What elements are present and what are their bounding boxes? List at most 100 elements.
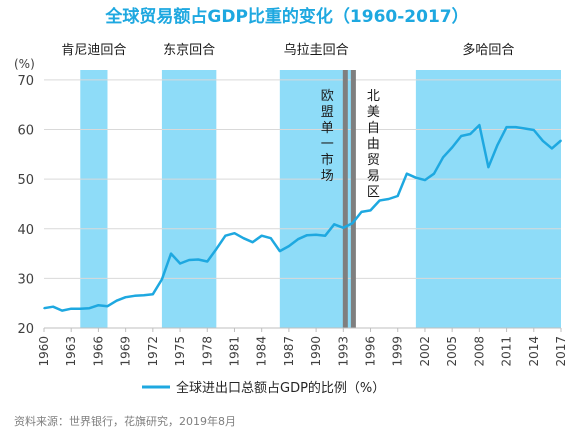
y-tick-label-3: 50 — [17, 173, 34, 188]
data-point-2003 — [433, 172, 435, 175]
data-point-2005 — [451, 146, 453, 149]
data-point-1979 — [215, 248, 218, 250]
data-point-1961 — [52, 305, 54, 308]
data-point-1962 — [61, 309, 63, 312]
data-point-1991 — [324, 234, 326, 237]
x-tick-label-3: 1969 — [119, 336, 133, 367]
data-point-2017 — [560, 139, 562, 142]
x-tick-label-19: 2017 — [554, 336, 568, 367]
data-point-1995 — [360, 211, 363, 213]
vertical-markers: 欧盟单一市场 北美自由贸易区 — [321, 70, 380, 328]
y-tick-label-1: 30 — [17, 272, 34, 287]
data-point-1983 — [251, 241, 254, 243]
data-point-1975 — [179, 262, 181, 265]
y-tick-label-2: 40 — [17, 223, 34, 238]
series-layer — [43, 123, 562, 312]
data-point-2015 — [542, 140, 544, 142]
data-point-1999 — [396, 195, 399, 197]
x-tick-label-0: 1960 — [37, 336, 51, 367]
x-tick-label-4: 1972 — [146, 336, 160, 367]
data-point-1969 — [124, 296, 127, 299]
data-point-2008 — [478, 124, 481, 126]
shaded-period-label-2: 乌拉圭回合 — [284, 42, 349, 58]
x-tick-label-13: 1999 — [391, 336, 405, 367]
data-point-1997 — [378, 199, 381, 202]
shaded-period-1 — [161, 70, 217, 328]
chart-title: 全球贸易额占GDP比重的变化（1960-2017） — [104, 6, 468, 27]
data-point-2013 — [523, 127, 526, 130]
data-point-2011 — [505, 126, 508, 128]
data-point-1986 — [279, 250, 281, 252]
shaded-period-label-1: 东京回合 — [163, 43, 215, 58]
data-point-1978 — [206, 260, 209, 263]
data-point-2016 — [551, 147, 553, 150]
data-point-1981 — [233, 232, 236, 235]
data-point-1992 — [333, 223, 336, 226]
axes: 20 30 40 50 60 70 1960 1963 1966 1969 1972 1975 1978… — [17, 74, 568, 367]
y-tick-label-4: 60 — [17, 124, 34, 139]
data-point-2014 — [532, 129, 535, 131]
data-point-1987 — [288, 245, 290, 247]
data-point-1996 — [369, 209, 372, 212]
data-point-1971 — [142, 294, 145, 297]
data-point-1966 — [97, 304, 100, 306]
data-point-2001 — [415, 176, 417, 179]
vertical-marker-label-1: 北美自由贸易区 — [367, 89, 380, 200]
data-point-1965 — [88, 307, 91, 309]
data-point-1994 — [351, 222, 354, 225]
legend-label: 全球进出口总额占GDP的比例（%） — [176, 380, 385, 396]
y-tick-label-0: 20 — [17, 322, 34, 337]
y-unit-label: (%) — [14, 57, 35, 71]
data-point-1985 — [269, 237, 272, 239]
data-point-1967 — [106, 305, 109, 307]
data-point-1990 — [315, 233, 317, 236]
data-point-1980 — [224, 234, 227, 237]
shaded-period-label-3: 多哈回合 — [462, 42, 514, 58]
x-tick-label-5: 1975 — [173, 336, 187, 367]
shaded-period-0 — [80, 70, 108, 328]
data-point-1972 — [152, 293, 154, 296]
x-tick-label-11: 1993 — [336, 336, 350, 367]
data-point-2007 — [469, 133, 472, 135]
data-point-1976 — [188, 259, 190, 261]
x-tick-label-8: 1984 — [255, 336, 269, 367]
data-point-1968 — [115, 299, 118, 302]
shaded-period-3 — [415, 70, 561, 328]
vertical-marker-1 — [350, 70, 356, 328]
shaded-period-2 — [279, 70, 353, 328]
x-tick-label-18: 2014 — [527, 336, 541, 367]
data-point-2009 — [487, 166, 490, 169]
data-point-2002 — [424, 179, 426, 181]
x-tick-label-9: 1987 — [282, 336, 296, 367]
data-point-1989 — [306, 234, 308, 237]
data-point-1960 — [43, 307, 45, 309]
data-point-1998 — [387, 198, 390, 200]
x-tick-label-17: 2011 — [500, 336, 514, 367]
x-tick-label-16: 2008 — [472, 336, 486, 367]
x-tick-label-14: 2002 — [418, 336, 432, 367]
legend: 全球进出口总额占GDP的比例（%） — [142, 380, 385, 396]
data-point-2006 — [460, 135, 463, 137]
data-point-1973 — [161, 278, 163, 281]
x-tick-label-2: 1966 — [91, 336, 105, 367]
data-point-2012 — [514, 126, 517, 128]
x-tick-label-12: 1996 — [364, 336, 378, 367]
data-point-1963 — [70, 307, 73, 310]
shaded-periods: 肯尼迪回合 东京回合 乌拉圭回合 多哈回合 — [61, 42, 561, 328]
x-tick-label-15: 2005 — [445, 336, 459, 367]
data-point-2010 — [496, 144, 499, 146]
x-tick-label-10: 1990 — [309, 336, 323, 367]
shaded-period-label-0: 肯尼迪回合 — [61, 43, 126, 58]
y-tick-label-5: 70 — [17, 74, 34, 89]
x-tick-label-1: 1963 — [64, 336, 78, 367]
vertical-marker-label-0: 欧盟单一市场 — [321, 89, 334, 184]
data-point-1984 — [260, 234, 263, 237]
data-point-1970 — [133, 294, 136, 297]
series-line-0 — [43, 123, 562, 312]
x-tick-label-6: 1978 — [200, 336, 214, 367]
vertical-marker-0 — [342, 70, 348, 328]
data-point-1974 — [170, 252, 172, 255]
data-point-2000 — [406, 172, 408, 175]
